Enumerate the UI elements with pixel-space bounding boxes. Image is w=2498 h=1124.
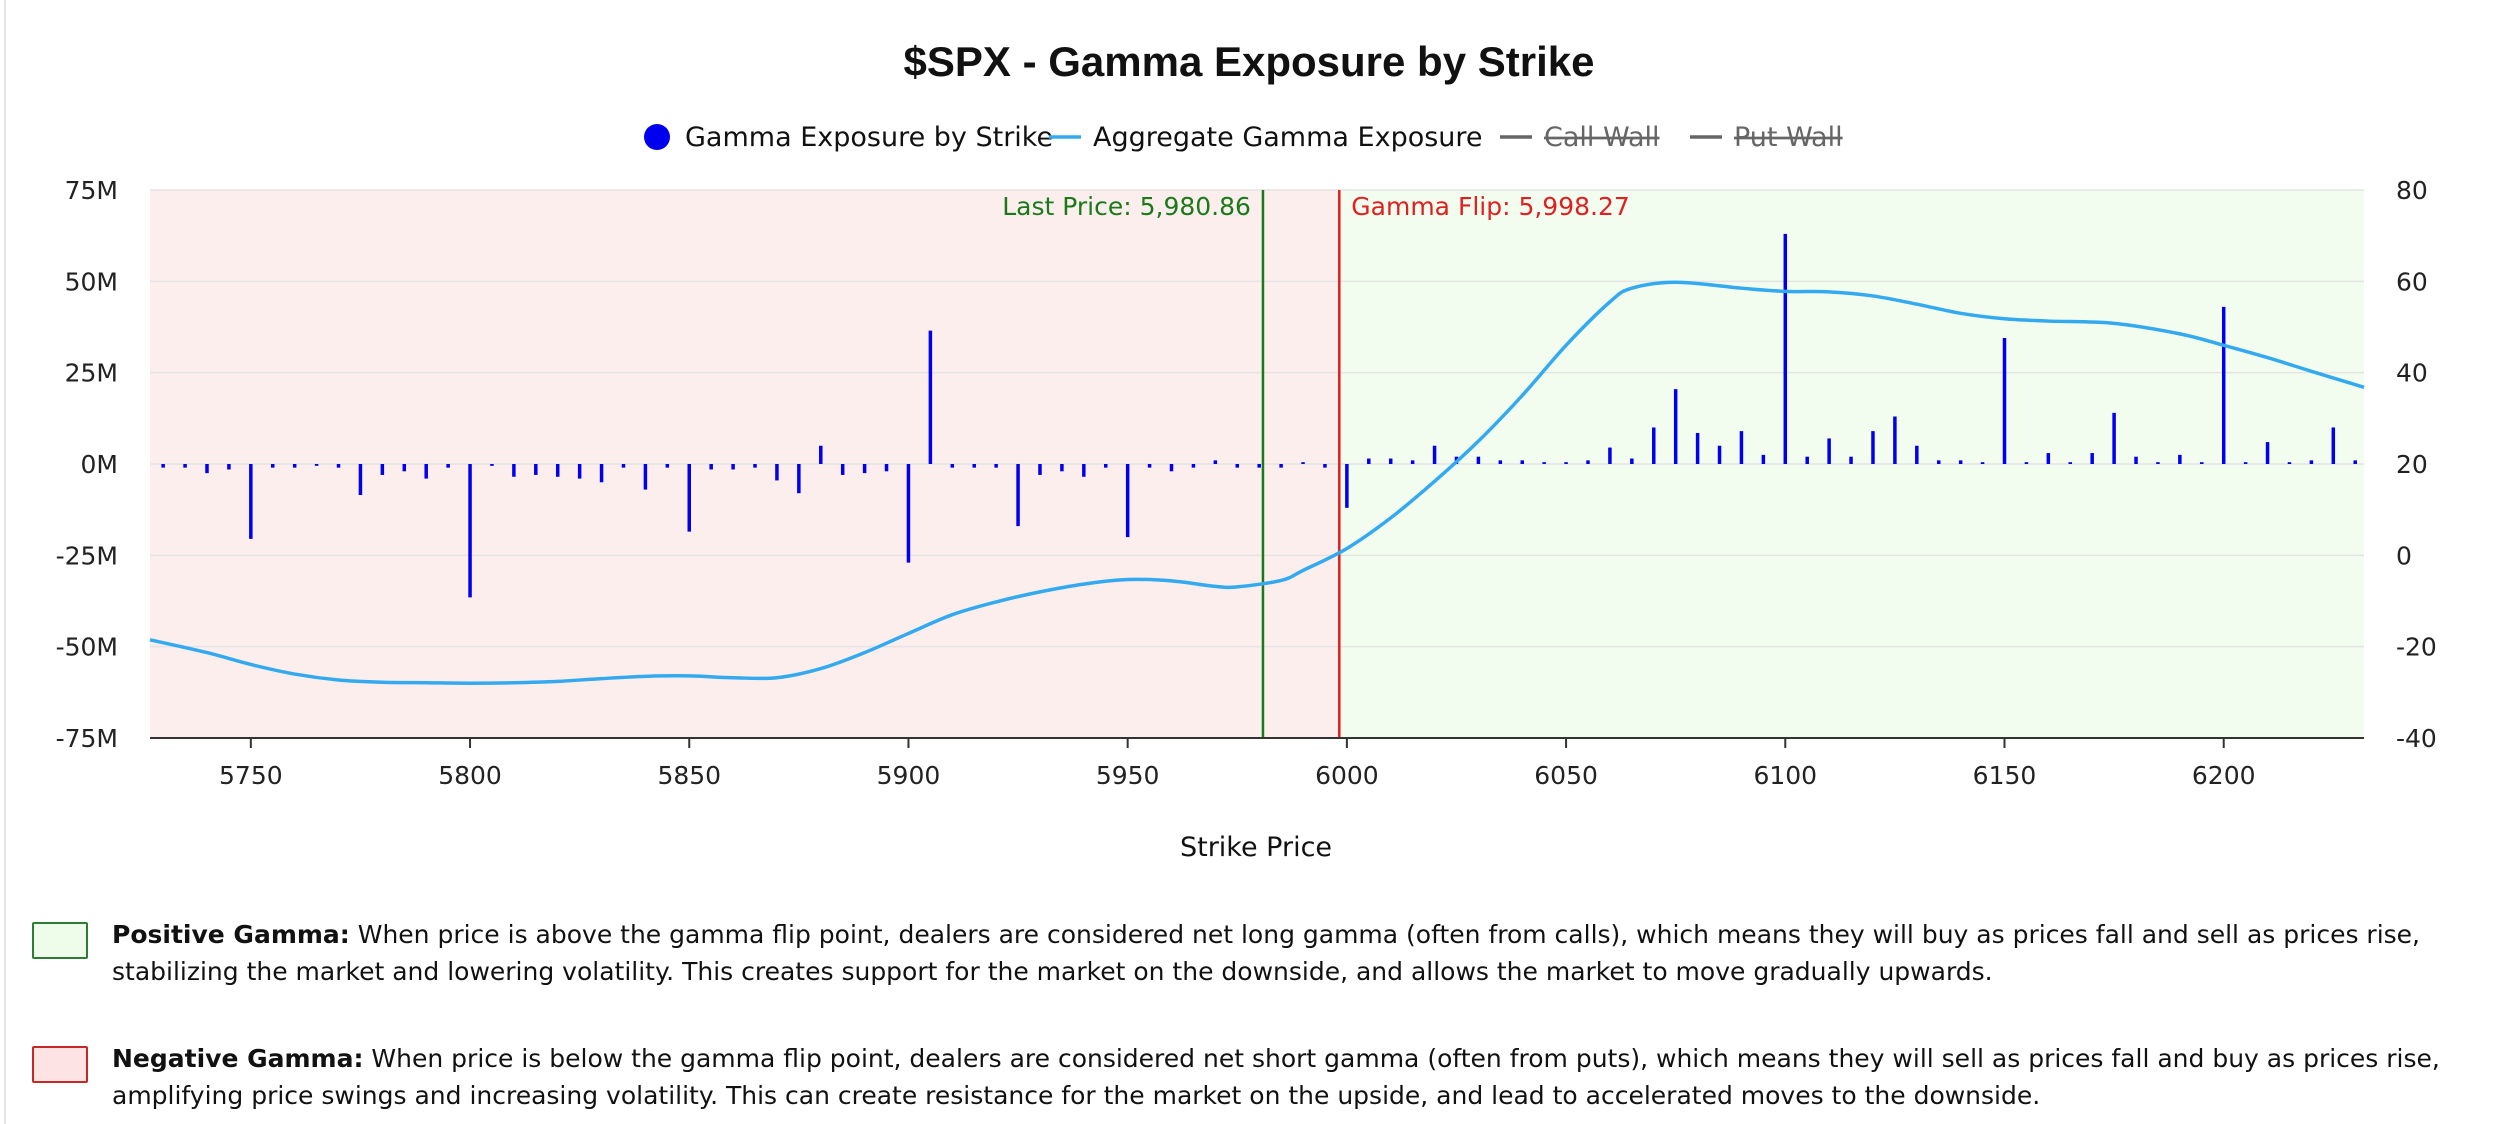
x-tick-label: 6050 [1534, 761, 1598, 790]
x-tick-label: 5900 [877, 761, 941, 790]
y-right-tick-label: 0 [2396, 541, 2412, 570]
last-price-label: Last Price: 5,980.86 [1002, 192, 1251, 221]
y-left-tick-label: 75M [65, 176, 118, 205]
legend-item-put-wall[interactable]: Put Wall [1690, 122, 1843, 153]
x-tick-label: 5950 [1096, 761, 1160, 790]
aggregate-gamma-line [149, 280, 2365, 685]
y-left-tick-label: 0M [81, 450, 118, 479]
x-tick-label: 6100 [1753, 761, 1817, 790]
legend-label: Call Wall [1544, 122, 1660, 153]
legend-item-call-wall[interactable]: Call Wall [1500, 122, 1660, 153]
negative-gamma-explanation: Negative Gamma: When price is below the … [32, 1040, 2472, 1114]
gamma-flip-label: Gamma Flip: 5,998.27 [1351, 192, 1630, 221]
positive-gamma-text: Positive Gamma: When price is above the … [112, 916, 2472, 990]
y-right-tick-label: -40 [2396, 724, 2437, 753]
chart-container [4, 0, 2498, 1124]
legend-label: Put Wall [1734, 122, 1843, 153]
y-right-tick-label: -20 [2396, 633, 2437, 662]
y-right-tick-label: 60 [2396, 267, 2428, 296]
x-tick-label: 6000 [1315, 761, 1379, 790]
y-right-tick-label: 20 [2396, 450, 2428, 479]
legend-item-aggregate[interactable]: Aggregate Gamma Exposure [1049, 122, 1483, 153]
y-left-tick-label: -25M [56, 541, 118, 570]
positive-gamma-body: When price is above the gamma flip point… [112, 920, 2421, 986]
x-tick-label: 6150 [1973, 761, 2037, 790]
x-axis-label: Strike Price [1180, 832, 1332, 863]
legend-dot-icon [644, 124, 670, 150]
x-tick-label: 5850 [657, 761, 721, 790]
legend-label: Gamma Exposure by Strike [685, 122, 1053, 153]
positive-gamma-explanation: Positive Gamma: When price is above the … [32, 916, 2472, 990]
x-tick-label: 5750 [219, 761, 283, 790]
y-left-tick-label: 25M [65, 359, 118, 388]
legend-item-gamma-by-strike[interactable]: Gamma Exposure by Strike [644, 122, 1053, 153]
negative-gamma-text: Negative Gamma: When price is below the … [112, 1040, 2472, 1114]
y-left-tick-label: 50M [65, 267, 118, 296]
x-tick-label: 6200 [2192, 761, 2256, 790]
negative-gamma-body: When price is below the gamma flip point… [112, 1044, 2440, 1110]
negative-gamma-swatch [32, 1046, 88, 1083]
positive-gamma-swatch [32, 922, 88, 959]
gamma-exposure-chart: $SPX - Gamma Exposure by Strike Last Pri… [56, 38, 2437, 863]
negative-gamma-title: Negative Gamma: [112, 1044, 364, 1073]
y-right-tick-label: 80 [2396, 176, 2428, 205]
x-tick-label: 5800 [438, 761, 502, 790]
positive-gamma-title: Positive Gamma: [112, 920, 350, 949]
legend-label: Aggregate Gamma Exposure [1093, 122, 1483, 153]
chart-title: $SPX - Gamma Exposure by Strike [904, 38, 1595, 85]
y-left-tick-label: -75M [56, 724, 118, 753]
y-right-tick-label: 40 [2396, 359, 2428, 388]
y-left-tick-label: -50M [56, 633, 118, 662]
